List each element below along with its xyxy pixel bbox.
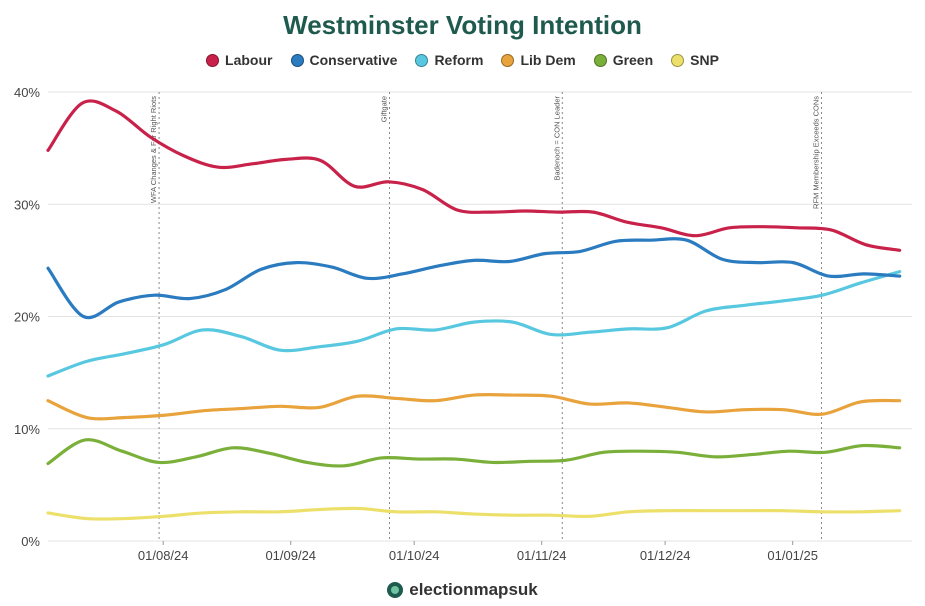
legend-swatch xyxy=(415,53,429,67)
legend-label: SNP xyxy=(690,52,719,68)
series-line-lib-dem xyxy=(46,393,902,421)
legend-swatch xyxy=(671,53,685,67)
brand-logo-icon xyxy=(387,582,404,598)
legend-label: Reform xyxy=(434,52,484,68)
x-tick-label: 01/11/24 xyxy=(517,548,567,563)
event-label: Giftgate xyxy=(379,96,388,122)
event-label: RFM Membership Exceeds CONs xyxy=(811,96,820,209)
legend-label: Green xyxy=(612,52,654,68)
brand-name: electionmapsuk xyxy=(409,580,538,599)
series-line-snp xyxy=(46,506,902,521)
legend-item: Labour xyxy=(206,52,273,68)
legend-swatch xyxy=(206,53,220,67)
brand: electionmapsuk xyxy=(0,580,925,600)
x-tick-label: 01/01/25 xyxy=(767,548,818,563)
y-tick-label: 20% xyxy=(14,310,40,325)
chart-title: Westminster Voting Intention xyxy=(283,10,642,40)
x-tick-label: 01/12/24 xyxy=(640,548,691,563)
legend-item: Conservative xyxy=(290,52,398,68)
legend-label: Labour xyxy=(225,52,273,68)
y-tick-label: 30% xyxy=(14,197,40,212)
legend-label: Conservative xyxy=(309,52,398,68)
legend-swatch xyxy=(593,53,607,67)
legend: Labour Conservative Reform Lib Dem Green SNP xyxy=(0,52,925,68)
series-line-conservative xyxy=(46,237,902,320)
x-tick-label: 01/10/24 xyxy=(389,548,440,563)
series-line-green xyxy=(46,438,902,468)
x-tick-label: 01/09/24 xyxy=(265,548,316,563)
legend-item: SNP xyxy=(671,52,719,68)
legend-label: Lib Dem xyxy=(520,52,576,68)
y-tick-label: 0% xyxy=(21,534,40,549)
legend-swatch xyxy=(501,53,515,67)
legend-item: Green xyxy=(593,52,654,68)
y-tick-label: 10% xyxy=(14,422,40,437)
event-label: Badenoch = CON Leader xyxy=(552,96,561,181)
x-tick-label: 01/08/24 xyxy=(138,548,189,563)
legend-item: Reform xyxy=(415,52,483,68)
series-line-labour xyxy=(46,99,902,252)
legend-item: Lib Dem xyxy=(501,52,576,68)
y-tick-label: 40% xyxy=(14,85,40,100)
event-label: WFA Changes & Far Right Riots xyxy=(149,96,158,203)
legend-swatch xyxy=(290,53,304,67)
series-line-reform xyxy=(46,270,902,378)
